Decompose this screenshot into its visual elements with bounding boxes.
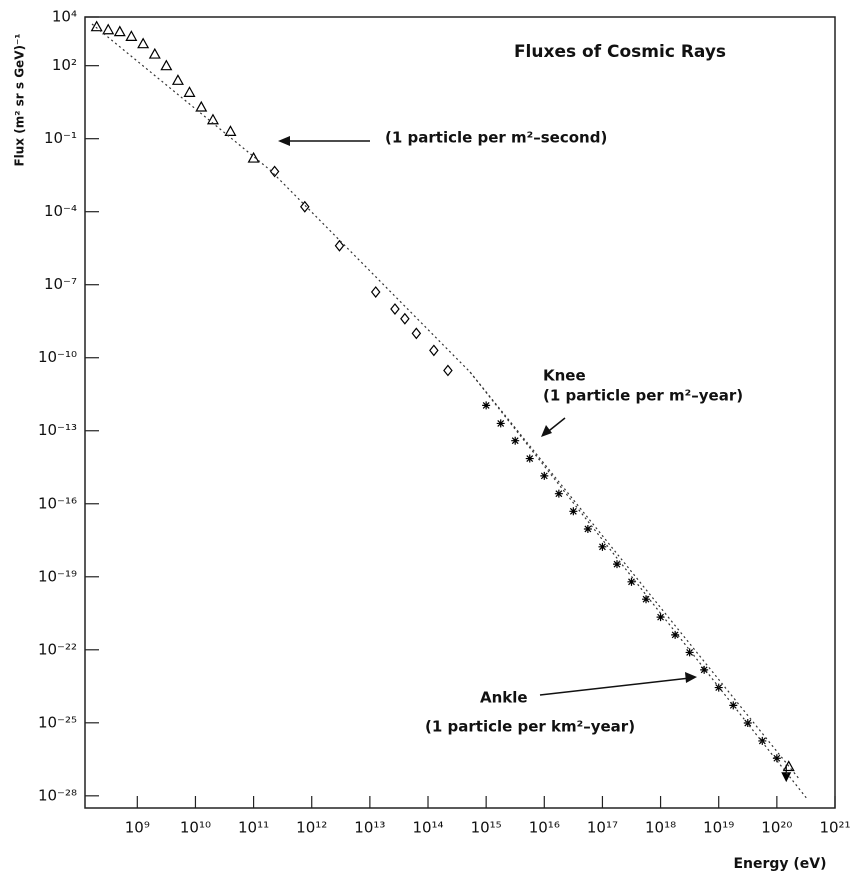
x-tick-label: 10¹³ — [354, 819, 385, 837]
x-tick-label: 10⁹ — [125, 819, 150, 837]
data-point — [125, 30, 138, 41]
data-point — [400, 312, 410, 325]
data-point — [224, 125, 237, 136]
data-point — [671, 630, 680, 639]
data-point — [685, 648, 694, 657]
data-point — [583, 524, 592, 533]
data-point — [90, 20, 103, 32]
x-tick-label: 10¹⁶ — [529, 819, 560, 837]
data-point — [612, 560, 621, 569]
x-tick-label: 10¹⁵ — [471, 819, 502, 837]
data-point — [300, 200, 310, 213]
x-tick-label: 10¹⁹ — [703, 819, 734, 837]
annotation: Knee — [543, 367, 586, 385]
annotation: Ankle — [480, 689, 528, 707]
data-point — [540, 471, 549, 480]
data-point — [511, 436, 520, 445]
data-point — [411, 327, 422, 340]
x-tick-label: 10¹⁰ — [180, 819, 211, 837]
arrow — [539, 677, 691, 696]
data-point — [627, 577, 636, 586]
data-point — [656, 613, 665, 622]
data-point — [148, 47, 161, 59]
data-point — [137, 37, 150, 49]
y-axis-label: Flux (m² sr s GeV)⁻¹ — [13, 33, 27, 166]
x-tick-label: 10¹⁴ — [412, 819, 443, 837]
annotation: (1 particle per m²–year) — [543, 387, 743, 405]
data-point — [247, 151, 260, 163]
data-point — [729, 701, 738, 710]
data-point — [183, 86, 196, 97]
data-point — [496, 419, 505, 428]
data-point — [598, 542, 607, 551]
data-point — [772, 754, 781, 763]
x-tick-label: 10¹⁸ — [645, 819, 676, 837]
y-tick-label: 10⁻¹³ — [38, 421, 77, 439]
y-tick-label: 10⁻¹ — [44, 129, 77, 147]
arrowhead — [685, 672, 697, 683]
data-point — [569, 507, 578, 516]
data-point — [554, 489, 563, 498]
reference-line — [91, 23, 809, 801]
data-point — [443, 364, 453, 377]
data-point — [160, 59, 173, 71]
x-tick-label: 10¹² — [296, 819, 327, 837]
data-point — [642, 595, 651, 604]
x-tick-label: 10²⁰ — [761, 819, 792, 837]
data-point — [758, 736, 767, 745]
data-point — [482, 401, 491, 410]
x-tick-label: 10¹⁷ — [587, 819, 618, 837]
y-tick-label: 10⁻²² — [38, 640, 77, 658]
x-axis-label: Energy (eV) — [733, 856, 826, 872]
y-tick-label: 10⁻¹⁰ — [38, 348, 77, 366]
data-point — [195, 100, 208, 112]
data-point — [113, 25, 126, 37]
y-tick-label: 10⁻²⁵ — [38, 713, 77, 731]
data-point — [102, 23, 115, 35]
arrowhead — [278, 136, 290, 146]
chart-title: Fluxes of Cosmic Rays — [514, 42, 726, 62]
arrowhead — [541, 425, 552, 437]
data-point — [429, 344, 439, 357]
y-tick-label: 10⁻²⁸ — [38, 786, 77, 804]
data-point — [269, 165, 280, 178]
plot-frame — [84, 16, 836, 809]
y-tick-label: 10⁻¹⁶ — [38, 494, 77, 512]
data-point — [171, 74, 184, 85]
y-tick-label: 10⁻¹⁹ — [38, 567, 77, 585]
data-point — [334, 239, 345, 252]
y-tick-label: 10⁴ — [52, 8, 77, 26]
data-point — [390, 303, 400, 316]
data-point — [700, 665, 709, 674]
marks — [90, 20, 795, 783]
y-tick-label: 10⁻⁷ — [44, 275, 77, 293]
data-point — [525, 454, 534, 463]
annotation: (1 particle per km²–year) — [425, 718, 635, 736]
y-tick-label: 10² — [52, 56, 77, 74]
data-point — [370, 286, 381, 299]
data-point — [743, 719, 752, 728]
y-tick-label: 10⁻⁴ — [44, 202, 77, 220]
annotation: (1 particle per m²–second) — [385, 129, 607, 147]
x-tick-label: 10¹¹ — [238, 819, 269, 837]
x-tick-label: 10²¹ — [819, 819, 850, 837]
